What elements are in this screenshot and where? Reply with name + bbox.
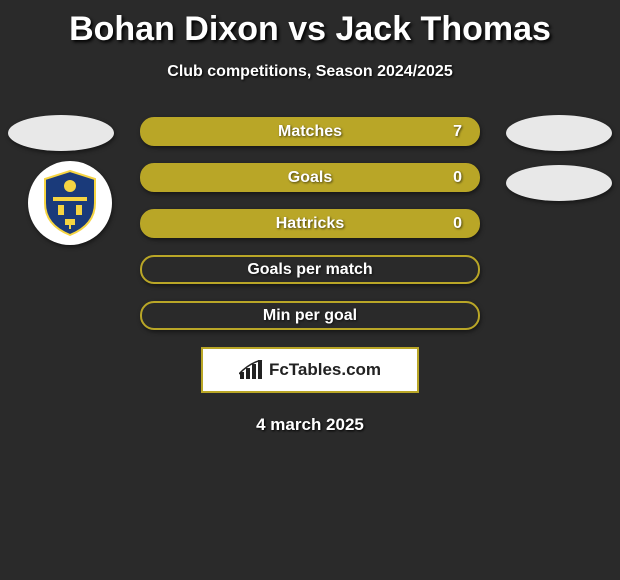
- club-crest: [28, 161, 112, 245]
- stat-bar-value: 0: [453, 169, 462, 187]
- player-badge-right-2: [506, 165, 612, 201]
- stat-bars: Matches 7 Goals 0 Hattricks 0 Goals per match M…: [140, 117, 480, 330]
- stat-bar-label: Min per goal: [263, 307, 357, 325]
- stat-bar-value: 7: [453, 123, 462, 141]
- stat-bar-label: Goals: [288, 169, 332, 187]
- player-badge-right-1: [506, 115, 612, 151]
- stat-bar-label: Matches: [278, 123, 342, 141]
- branding-badge: FcTables.com: [201, 347, 419, 393]
- player-badge-left: [8, 115, 114, 151]
- stat-bar: Min per goal: [140, 301, 480, 330]
- stat-bar: Hattricks 0: [140, 209, 480, 238]
- stat-bar: Goals 0: [140, 163, 480, 192]
- page-title: Bohan Dixon vs Jack Thomas: [0, 0, 620, 49]
- stat-bar-value: 0: [453, 215, 462, 233]
- branding-text: FcTables.com: [269, 360, 381, 380]
- stat-bar-label: Goals per match: [247, 261, 372, 279]
- shield-icon: [41, 169, 99, 237]
- stat-bar: Matches 7: [140, 117, 480, 146]
- bar-chart-icon: [239, 360, 263, 380]
- stat-bar: Goals per match: [140, 255, 480, 284]
- comparison-panel: Matches 7 Goals 0 Hattricks 0 Goals per match M…: [0, 117, 620, 435]
- stat-bar-label: Hattricks: [276, 215, 344, 233]
- snapshot-date: 4 march 2025: [0, 415, 620, 435]
- subtitle: Club competitions, Season 2024/2025: [0, 63, 620, 81]
